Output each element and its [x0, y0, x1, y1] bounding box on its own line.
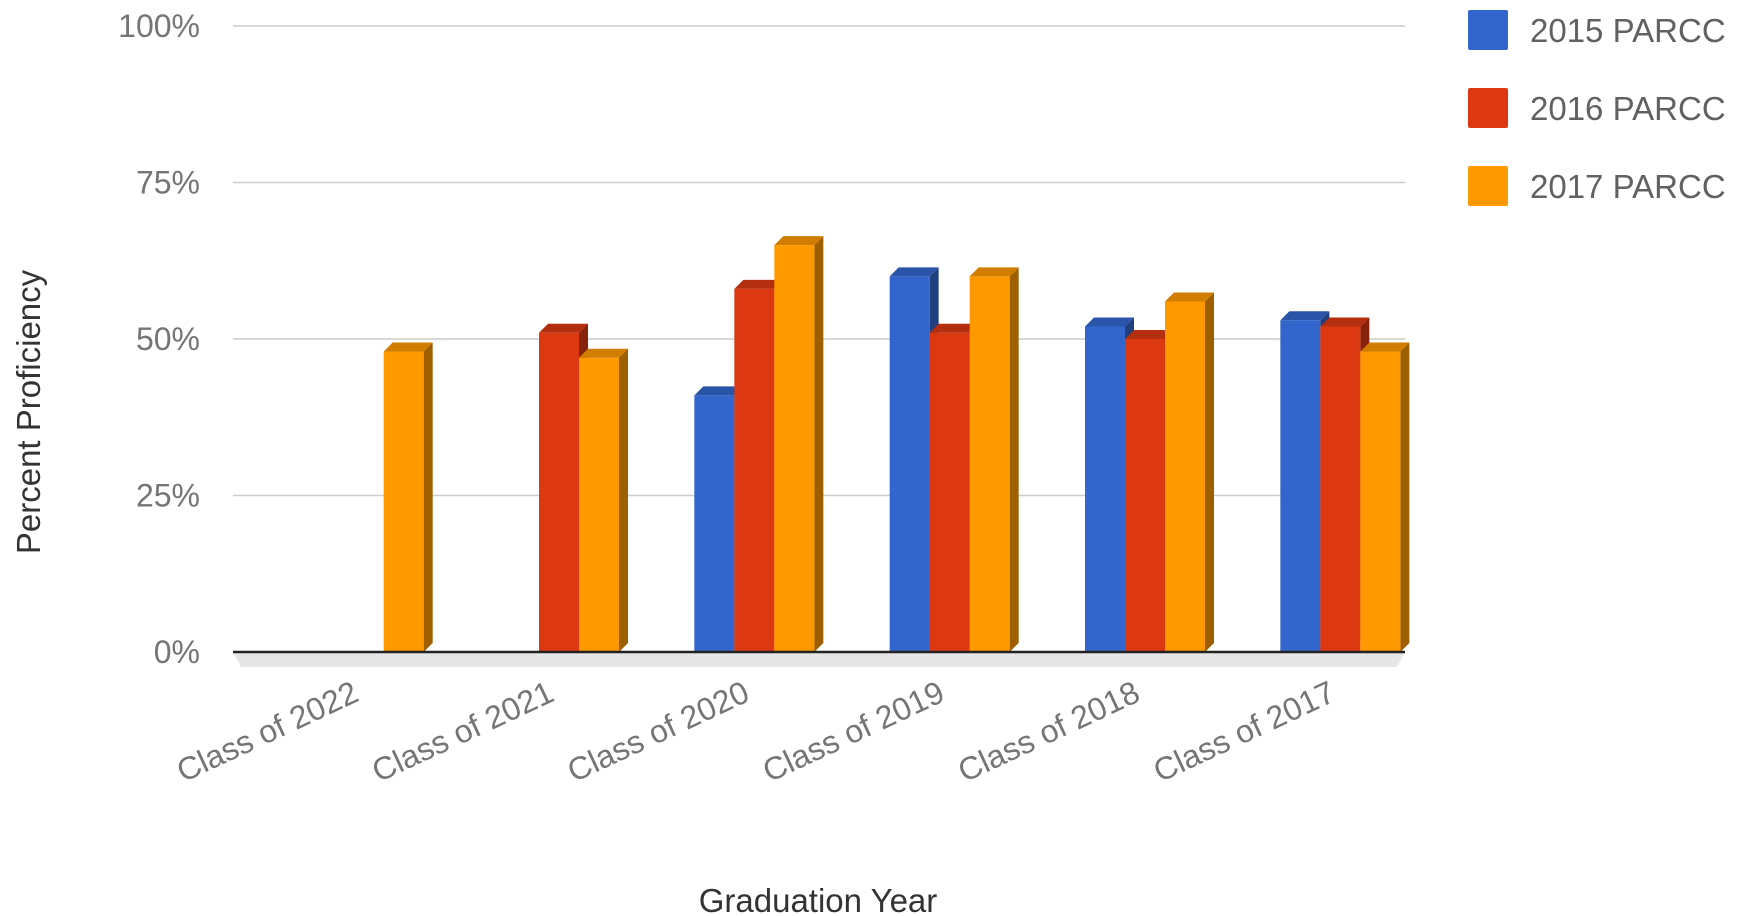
- bar-side: [814, 236, 824, 652]
- x-axis-title: Graduation Year: [699, 882, 938, 916]
- bars: [383, 236, 1410, 652]
- y-tick-label: 100%: [118, 8, 200, 44]
- bar-front: [1280, 320, 1321, 652]
- bar: [579, 348, 628, 652]
- bar-side: [423, 342, 433, 652]
- chart-floor: [233, 652, 1405, 667]
- x-tick-label: Class of 2019: [757, 674, 950, 789]
- bar-top: [1360, 342, 1410, 352]
- legend-item: 2016 PARCC: [1468, 88, 1726, 128]
- bar-front: [929, 332, 970, 652]
- bar-front: [774, 245, 815, 652]
- y-tick-labels: 0% 25% 50% 75% 100%: [118, 8, 200, 670]
- y-tick-label: 75%: [136, 165, 200, 201]
- bar-side: [1205, 292, 1214, 652]
- bar-top: [579, 348, 628, 358]
- bar-top: [1320, 317, 1370, 327]
- bar-top: [1085, 317, 1134, 327]
- y-tick-label: 0%: [154, 634, 200, 670]
- x-tick-label: Class of 2018: [952, 674, 1145, 789]
- bar-front: [694, 395, 735, 652]
- bar-front: [579, 357, 619, 652]
- legend-label: 2016 PARCC: [1530, 90, 1726, 127]
- bar-side: [1009, 267, 1019, 652]
- floor-shadow: [233, 652, 1405, 667]
- bar-top: [889, 267, 939, 277]
- bar-side: [619, 348, 628, 652]
- legend-swatch: [1468, 166, 1508, 206]
- bar-top: [383, 342, 433, 352]
- bar-top: [734, 279, 784, 289]
- bar-top: [539, 323, 588, 333]
- bar: [1085, 317, 1134, 652]
- y-axis-title: Percent Proficiency: [10, 269, 47, 554]
- x-tick-labels: Class of 2022 Class of 2021 Class of 2020 C…: [171, 674, 1340, 789]
- legend-label: 2017 PARCC: [1530, 168, 1726, 205]
- bar-top: [774, 236, 824, 246]
- bar: [774, 236, 824, 652]
- legend-swatch: [1468, 88, 1508, 128]
- bar-front: [383, 351, 424, 652]
- x-tick-label: Class of 2020: [562, 674, 755, 789]
- bar-side: [1400, 342, 1410, 652]
- bar-front: [1320, 326, 1361, 652]
- legend: 2015 PARCC 2016 PARCC 2017 PARCC: [1468, 10, 1726, 206]
- legend-item: 2017 PARCC: [1468, 166, 1726, 206]
- x-tick-label: Class of 2017: [1148, 674, 1341, 789]
- bar-top: [1165, 292, 1214, 302]
- bar-top: [1280, 311, 1330, 321]
- bar-top: [929, 323, 979, 333]
- legend-swatch: [1468, 10, 1508, 50]
- legend-item: 2015 PARCC: [1468, 10, 1726, 50]
- bar-front: [539, 332, 579, 652]
- bar-top: [969, 267, 1019, 277]
- bar-front: [889, 276, 930, 652]
- bar-front: [734, 288, 775, 652]
- bar-top: [694, 386, 744, 396]
- bar-front: [1085, 326, 1125, 652]
- bar-front: [1165, 301, 1205, 652]
- x-tick-label: Class of 2021: [366, 674, 559, 789]
- bar-front: [1125, 339, 1165, 652]
- y-tick-label: 50%: [136, 321, 200, 357]
- legend-label: 2015 PARCC: [1530, 12, 1726, 49]
- x-tick-label: Class of 2022: [171, 674, 364, 789]
- bar: [969, 267, 1019, 652]
- bar: [1360, 342, 1410, 652]
- y-tick-label: 25%: [136, 478, 200, 514]
- bar: [383, 342, 433, 652]
- bar-front: [969, 276, 1010, 652]
- bar-top: [1125, 330, 1174, 339]
- bar-front: [1360, 351, 1401, 652]
- bar: [1165, 292, 1214, 652]
